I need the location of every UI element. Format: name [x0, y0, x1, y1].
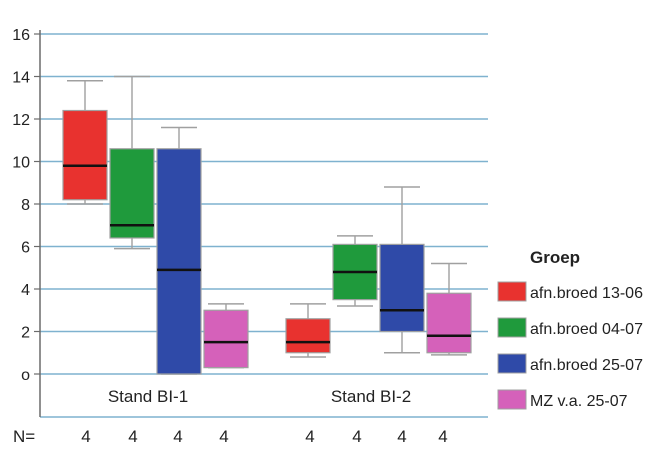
y-tick-label: 14 — [12, 70, 30, 87]
y-tick-label: 10 — [12, 155, 30, 172]
legend-swatch — [497, 317, 527, 338]
box — [203, 309, 249, 369]
legend-swatch — [497, 353, 527, 374]
n-value: 4 — [173, 427, 182, 446]
y-tick-label: 6 — [21, 240, 30, 257]
grid-layer — [40, 33, 488, 418]
y-tick-label: 4 — [21, 282, 30, 299]
n-value: 4 — [219, 427, 228, 446]
box — [426, 292, 472, 354]
box — [379, 243, 425, 333]
n-value: 4 — [305, 427, 314, 446]
n-value: 4 — [128, 427, 137, 446]
box — [285, 318, 331, 354]
category-label: Stand BI-2 — [331, 387, 411, 406]
n-value: 4 — [352, 427, 361, 446]
n-label: N= — [13, 427, 35, 446]
box — [156, 148, 202, 375]
y-tick-label: 2 — [21, 325, 30, 342]
legend-label: afn.broed 13-06 — [530, 285, 643, 302]
legend-label: afn.broed 04-07 — [530, 321, 643, 338]
legend-label: afn.broed 25-07 — [530, 357, 643, 374]
box — [62, 109, 108, 201]
legend-swatch — [497, 281, 527, 302]
y-tick-label: 12 — [12, 112, 30, 129]
box-layer — [62, 75, 472, 375]
box — [109, 148, 155, 239]
legend: Groep afn.broed 13-06 afn.broed 04-07 afn.b… — [497, 248, 643, 410]
category-label: Stand BI-1 — [108, 387, 188, 406]
n-value: 4 — [397, 427, 406, 446]
y-tick-label: 8 — [21, 197, 30, 214]
legend-label: MZ v.a. 25-07 — [530, 393, 628, 410]
legend-title: Groep — [530, 248, 580, 267]
n-value: 4 — [438, 427, 447, 446]
legend-swatch — [497, 389, 527, 410]
label-layer: Stand BI-1 Stand BI-2 N= 4 4 4 4 4 4 4 4 — [13, 387, 448, 446]
y-tick-label: 16 — [12, 27, 30, 44]
y-tick-label: o — [21, 367, 30, 384]
axis-layer: o 2 4 6 8 10 12 14 16 — [12, 27, 41, 417]
n-value: 4 — [81, 427, 90, 446]
